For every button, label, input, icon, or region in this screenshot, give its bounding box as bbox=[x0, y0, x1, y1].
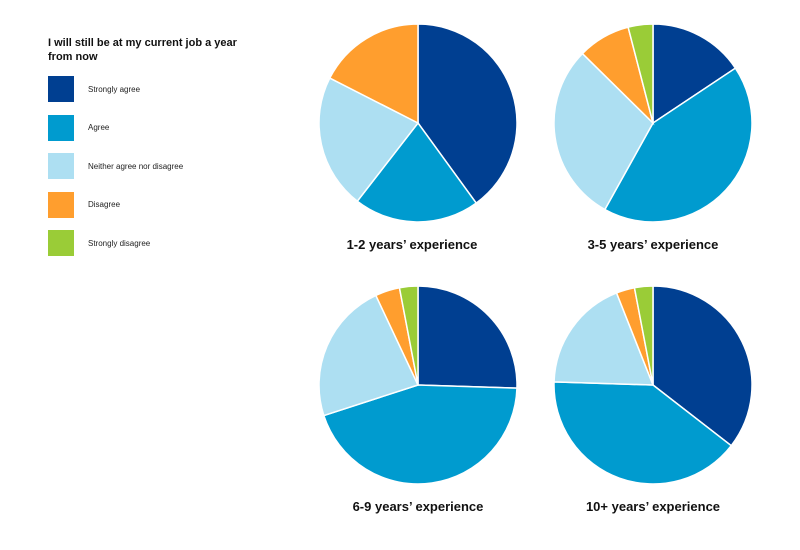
legend-item-neither: Neither agree nor disagree bbox=[48, 153, 248, 179]
pie-slice-agree bbox=[356, 121, 478, 223]
pie-slice-strongly-disagree bbox=[398, 285, 419, 386]
legend-swatch bbox=[48, 76, 74, 102]
pie-slice-neither bbox=[318, 294, 420, 417]
legend-title: I will still be at my current job a year… bbox=[48, 37, 237, 63]
legend-item-strongly-disagree: Strongly disagree bbox=[48, 230, 248, 256]
legend-label: Neither agree nor disagree bbox=[88, 161, 184, 171]
legend-item-strongly-agree: Strongly agree bbox=[48, 76, 248, 102]
pie-slice-strongly-agree bbox=[652, 23, 737, 125]
pie-slice-neither bbox=[553, 291, 655, 386]
pie-slice-agree bbox=[603, 67, 753, 223]
legend: I will still be at my current job a year… bbox=[48, 36, 248, 269]
legend-label: Strongly disagree bbox=[88, 238, 151, 248]
legend-label: Disagree bbox=[88, 200, 121, 209]
pie-slice-strongly-agree bbox=[417, 23, 518, 205]
pie-title: 3-5 years’ experience bbox=[587, 237, 719, 252]
pie-slice-strongly-agree bbox=[652, 285, 753, 447]
pie-chart-6-9-years bbox=[318, 285, 518, 485]
legend-item-agree: Agree bbox=[48, 114, 248, 141]
pie-slice-strongly-disagree bbox=[633, 285, 654, 386]
pie-slice-neither bbox=[318, 77, 420, 203]
pie-title: 6-9 years’ experience bbox=[352, 499, 484, 514]
legend-swatch bbox=[48, 153, 74, 179]
pie-slice-strongly-disagree bbox=[627, 23, 654, 124]
legend-swatch bbox=[48, 191, 74, 218]
pie-title: 1-2 years’ experience bbox=[346, 237, 478, 252]
pie-chart-1-2-years bbox=[318, 23, 518, 223]
pie-title: 10+ years’ experience bbox=[585, 499, 721, 514]
pie-slice-neither bbox=[553, 52, 654, 211]
pie-chart-10-plus-years bbox=[553, 285, 753, 485]
legend-swatch bbox=[48, 230, 74, 256]
pie-slice-agree bbox=[553, 381, 733, 485]
pie-chart-3-5-years bbox=[553, 23, 753, 223]
legend-item-disagree: Disagree bbox=[48, 191, 248, 218]
legend-label: Strongly agree bbox=[88, 84, 141, 94]
pie-slice-disagree bbox=[328, 23, 419, 125]
pie-slice-agree bbox=[322, 384, 518, 485]
legend-label: Agree bbox=[88, 123, 110, 132]
legend-swatch bbox=[48, 114, 74, 141]
pie-slice-strongly-agree bbox=[417, 285, 518, 389]
